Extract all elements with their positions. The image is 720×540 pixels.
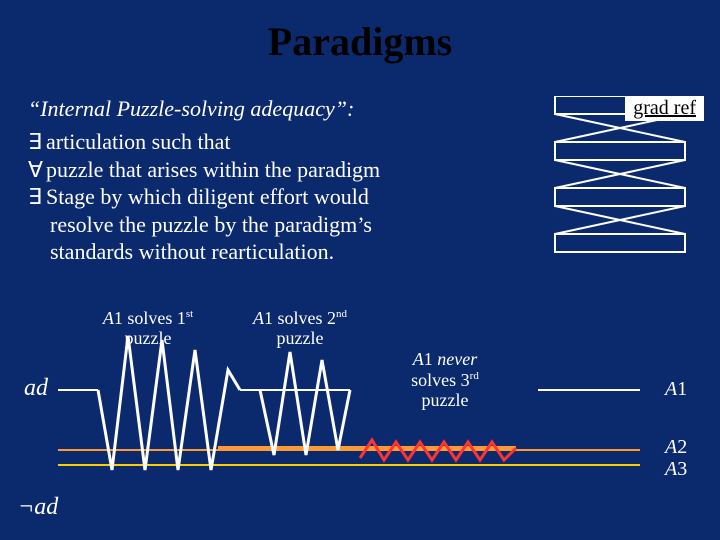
puzzle-diagram (0, 300, 720, 520)
line-2: ∀puzzle that arises within the paradigm (28, 156, 468, 184)
line-3: ∃Stage by which diligent effort would (28, 183, 468, 211)
page-title: Paradigms (0, 0, 720, 65)
line-4: resolve the puzzle by the paradigm’s (28, 211, 468, 239)
grad-ref-badge: grad ref (625, 96, 704, 121)
hourglass-diagram (550, 96, 690, 266)
exists-symbol: ∃ (28, 128, 46, 156)
line-3-text: Stage by which diligent effort would (46, 184, 369, 209)
forall-symbol: ∀ (28, 156, 46, 184)
line-2-text: puzzle that arises within the paradigm (46, 157, 380, 182)
subtitle: “Internal Puzzle-solving adequacy”: (28, 96, 354, 122)
body-text: ∃articulation such that ∀puzzle that ari… (28, 128, 468, 266)
line-5: standards without rearticulation. (28, 238, 468, 266)
exists-symbol: ∃ (28, 183, 46, 211)
line-1-text: articulation such that (46, 129, 231, 154)
line-1: ∃articulation such that (28, 128, 468, 156)
